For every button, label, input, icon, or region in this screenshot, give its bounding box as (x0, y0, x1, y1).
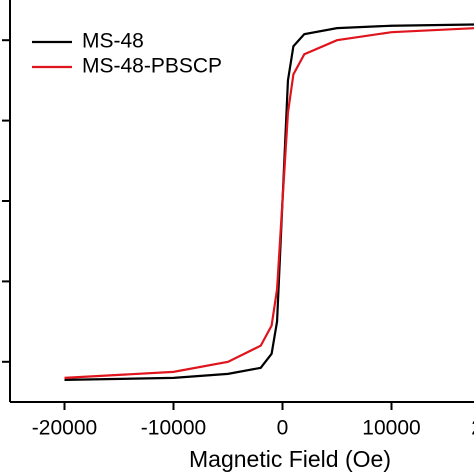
x-axis-label: Magnetic Field (Oe) (189, 446, 391, 472)
x-tick-label: 20000 (471, 417, 474, 440)
legend-label: MS-48 (82, 30, 144, 53)
x-tick-label: 10000 (362, 417, 420, 440)
x-tick-label: 0 (277, 417, 289, 440)
legend-label: MS-48-PBSCP (82, 55, 222, 78)
x-tick-label: -20000 (32, 417, 97, 440)
x-tick-label: -10000 (141, 417, 206, 440)
series-line (64, 27, 474, 379)
